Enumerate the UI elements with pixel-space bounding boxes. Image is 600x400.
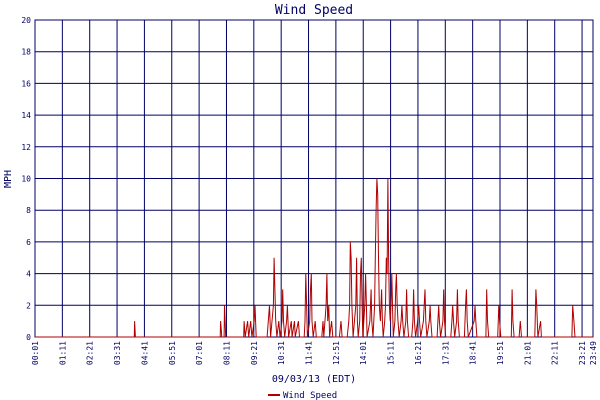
y-tick-label: 16	[21, 79, 31, 88]
y-tick-label: 14	[21, 111, 31, 120]
x-tick-label: 07:01	[195, 341, 204, 365]
x-axis-label: 09/03/13 (EDT)	[272, 374, 356, 385]
x-tick-label: 09:21	[250, 341, 259, 365]
y-tick-label: 20	[21, 16, 31, 25]
x-tick-labels: 00:01 01:11 02:21 03:31 04:41 05:51 07:01 08:11…	[31, 341, 598, 365]
x-tick-label: 10:31	[277, 341, 286, 365]
x-tick-label: 21:01	[523, 341, 532, 365]
x-tick-label: 00:01	[31, 341, 40, 365]
plot-frame	[34, 19, 594, 338]
y-tick-label: 2	[26, 301, 31, 310]
legend-label: Wind Speed	[283, 391, 337, 400]
x-tick-label: 04:41	[140, 341, 149, 365]
x-tick-label: 19:51	[496, 341, 505, 365]
y-tick-label: 4	[26, 270, 31, 279]
y-tick-label: 12	[21, 143, 31, 152]
x-tick-label: 01:11	[58, 341, 67, 365]
chart-title: Wind Speed	[275, 3, 353, 18]
x-tick-label: 22:11	[551, 341, 560, 365]
y-tick-label: 18	[21, 48, 31, 57]
grid	[34, 19, 594, 338]
x-tick-label: 23:21	[578, 341, 587, 365]
x-tick-label: 15:11	[387, 341, 396, 365]
x-tick-label: 02:21	[86, 341, 95, 365]
x-tick-label: 17:31	[441, 341, 450, 365]
x-tick-label: 03:31	[113, 341, 122, 365]
legend: Wind Speed	[268, 391, 337, 400]
y-tick-label: 0	[26, 333, 31, 342]
x-tick-label: 08:11	[222, 341, 231, 365]
x-tick-label: 14:01	[359, 341, 368, 365]
y-tick-labels: 0 2 4 6 8 10 12 14 16 18 20	[21, 16, 31, 342]
series-line-wind-speed	[35, 178, 593, 338]
x-tick-label: 12:51	[332, 341, 341, 365]
y-tick-label: 10	[21, 175, 31, 184]
y-axis-label: MPH	[3, 170, 14, 188]
x-tick-label: 05:51	[168, 341, 177, 365]
x-tick-label: 18:41	[469, 341, 478, 365]
y-tick-label: 6	[26, 238, 31, 247]
x-tick-label: 23:49	[589, 341, 598, 365]
x-tick-label: 11:41	[305, 341, 314, 365]
y-tick-label: 8	[26, 206, 31, 215]
series-lines	[35, 178, 593, 338]
x-tick-label: 16:21	[414, 341, 423, 365]
